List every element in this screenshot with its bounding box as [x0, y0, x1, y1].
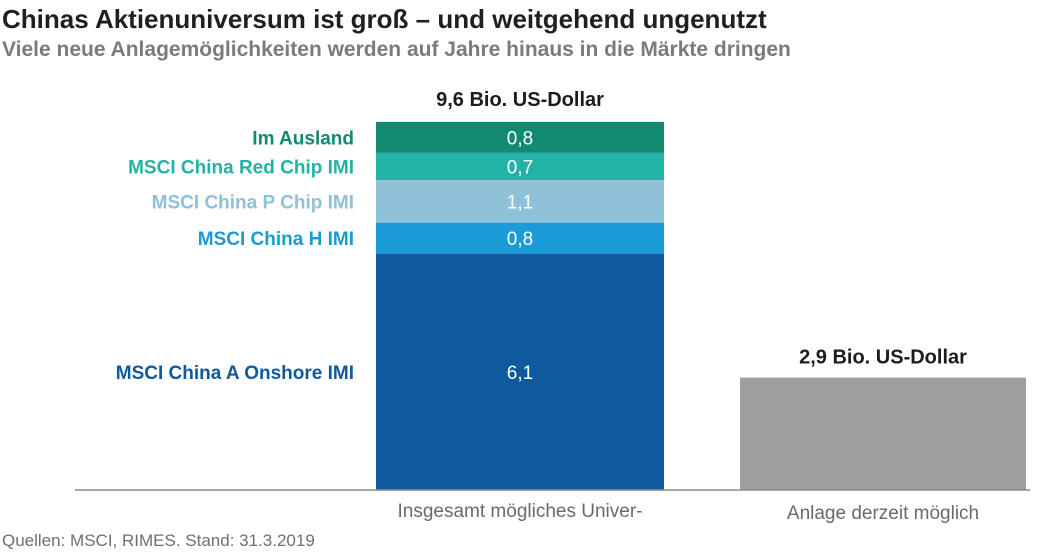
bar-segment-5	[376, 121, 664, 153]
bar-segment-1	[376, 253, 664, 490]
bar-segment-3	[376, 180, 664, 223]
segment-name-label-4: MSCI China Red Chip IMI	[128, 157, 354, 178]
stacked-bar-chart: 6,1 MSCI China A Onshore IMI 0,8 MSCI China…	[75, 89, 1030, 524]
segment-name-label-3: MSCI China P Chip IMI	[152, 192, 354, 213]
segment-value-label-2: 0,8	[507, 229, 533, 250]
chart-subtitle: Viele neue Anlagemöglichkeiten werden au…	[2, 38, 791, 61]
segment-value-label-3: 1,1	[507, 192, 533, 213]
category-label-1: Insgesamt mögliches Univer-	[398, 501, 643, 522]
bar-segment-4	[376, 152, 664, 180]
segment-value-label-1: 6,1	[507, 363, 533, 384]
segment-name-label-2: MSCI China H IMI	[198, 229, 354, 250]
segment-name-label-1: MSCI China A Onshore IMI	[116, 363, 354, 384]
category-label-2: Anlage derzeit möglich	[787, 503, 979, 524]
bar-total-label-1: 9,6 Bio. US-Dollar	[436, 89, 604, 111]
labels-layer: 6,1 MSCI China A Onshore IMI 0,8 MSCI China…	[116, 89, 979, 524]
segment-value-label-5: 0,8	[507, 128, 533, 149]
bar-segment-2	[376, 222, 664, 254]
bar-total-label-2: 2,9 Bio. US-Dollar	[799, 347, 967, 369]
source-note: Quellen: MSCI, RIMES. Stand: 31.3.2019	[2, 531, 315, 550]
segment-name-label-5: Im Ausland	[252, 128, 354, 149]
bars-layer	[376, 121, 1026, 490]
bar-2	[740, 377, 1026, 490]
segment-value-label-4: 0,7	[507, 157, 533, 178]
chart-title: Chinas Aktienuniversum ist groß – und we…	[2, 4, 767, 34]
